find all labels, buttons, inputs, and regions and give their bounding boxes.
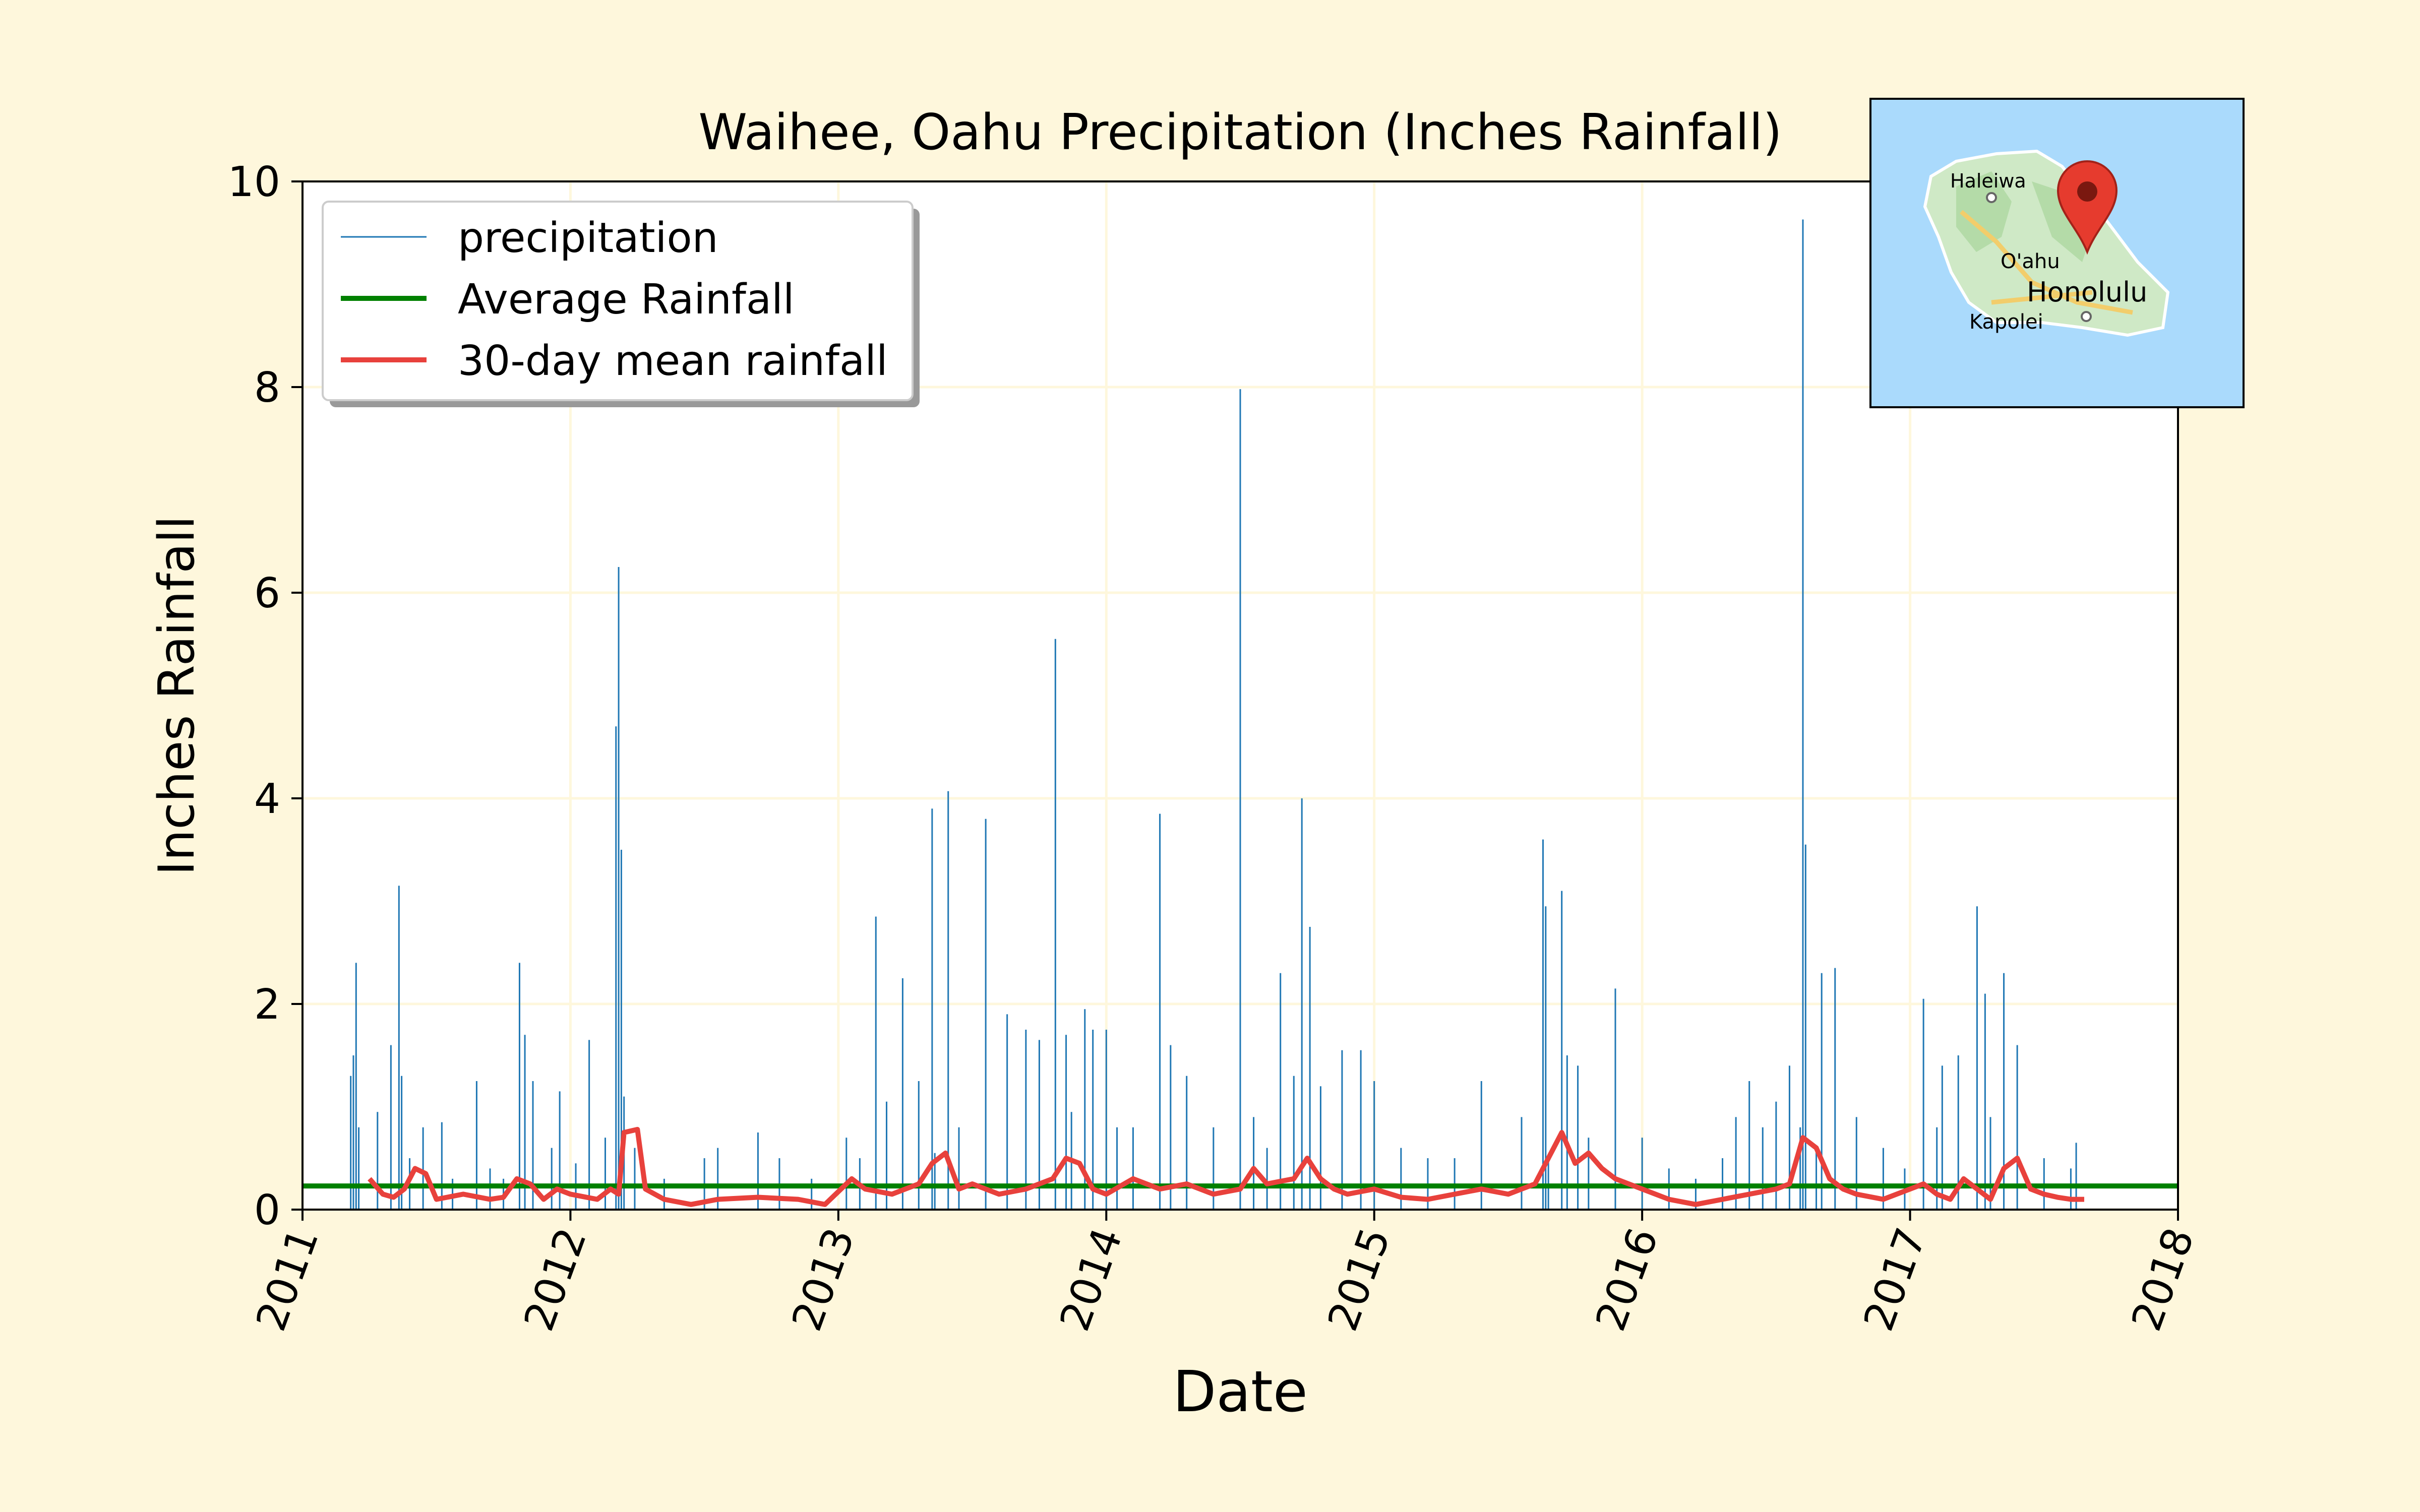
y-tick-label: 6 [254,570,280,617]
y-tick-label: 10 [228,158,280,206]
location-pin-icon [2056,160,2118,255]
inset-label-honolulu: Honolulu [2027,276,2147,308]
y-tick-label: 2 [254,981,280,1029]
haleiwa-marker [1986,192,1997,203]
legend-label-precipitation: precipitation [458,214,718,262]
chart-title: Waihee, Oahu Precipitation (Inches Rainf… [698,104,1782,161]
y-tick-label: 8 [254,364,280,412]
rolling-mean-line [368,1126,2084,1207]
map-roads [1960,210,2133,315]
inset-label-kapolei: Kapolei [1969,310,2043,334]
y-tick-label: 0 [254,1186,280,1234]
legend-label-rolling-mean: 30-day mean rainfall [458,337,888,385]
location-pin-dot [2077,181,2097,202]
honolulu-marker [2081,311,2092,322]
inset-map: Haleiwa O'ahu Honolulu Kapolei [1869,98,2245,408]
legend-label-average: Average Rainfall [458,276,795,324]
plot-frame [301,180,2179,1211]
inset-label-oahu: O'ahu [2001,250,2060,273]
inset-label-haleiwa: Haleiwa [1950,170,2026,192]
y-tick-label: 4 [254,775,280,823]
legend-box [322,201,914,401]
y-axis-label: Inches Rainfall [148,516,206,875]
legend: precipitation Average Rainfall 30-day me… [322,201,920,407]
y-axis: 0 2 4 6 8 10 [228,158,302,1234]
x-axis-label: Date [1173,1359,1308,1425]
